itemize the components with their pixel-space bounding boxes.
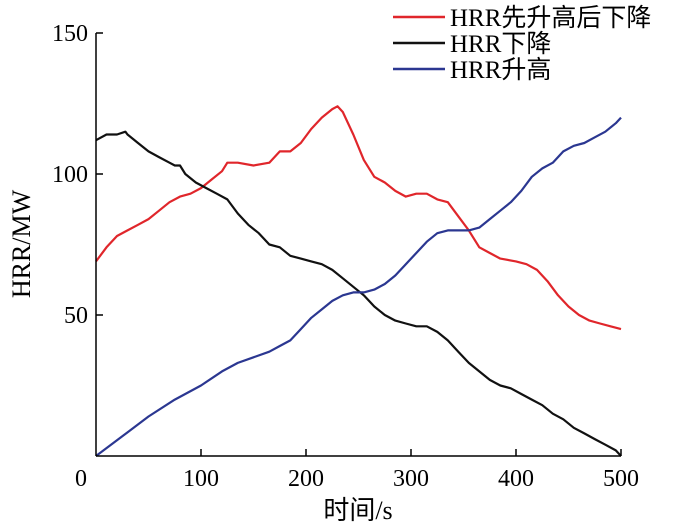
- x-tick-label: 100: [183, 466, 219, 492]
- x-tick-label: 200: [288, 466, 324, 492]
- series-line-3: [95, 116, 622, 457]
- plot-lines: [95, 105, 622, 457]
- y-tick-label: 50: [64, 303, 88, 329]
- legend-label-1: HRR先升高后下降: [450, 4, 651, 32]
- legend-label-2: HRR下降: [450, 30, 551, 58]
- y-tick-label: 150: [52, 21, 88, 47]
- ticks: [96, 32, 622, 456]
- y-tick-label: 100: [52, 162, 88, 188]
- x-tick-label: 400: [498, 466, 534, 492]
- x-axis-title: 时间/s: [323, 496, 392, 525]
- series-line-2: [95, 130, 622, 457]
- x-tick-label: 0: [75, 466, 87, 492]
- y-axis-title: HRR/MW: [7, 189, 36, 298]
- tick-labels: 0 100 200 300 400 500 50 100 150: [52, 21, 639, 492]
- x-tick-label: 300: [393, 466, 429, 492]
- legend-label-3: HRR升高: [450, 56, 551, 84]
- x-tick-label: 500: [603, 466, 639, 492]
- series-line-1: [95, 105, 622, 331]
- axes: [95, 33, 621, 457]
